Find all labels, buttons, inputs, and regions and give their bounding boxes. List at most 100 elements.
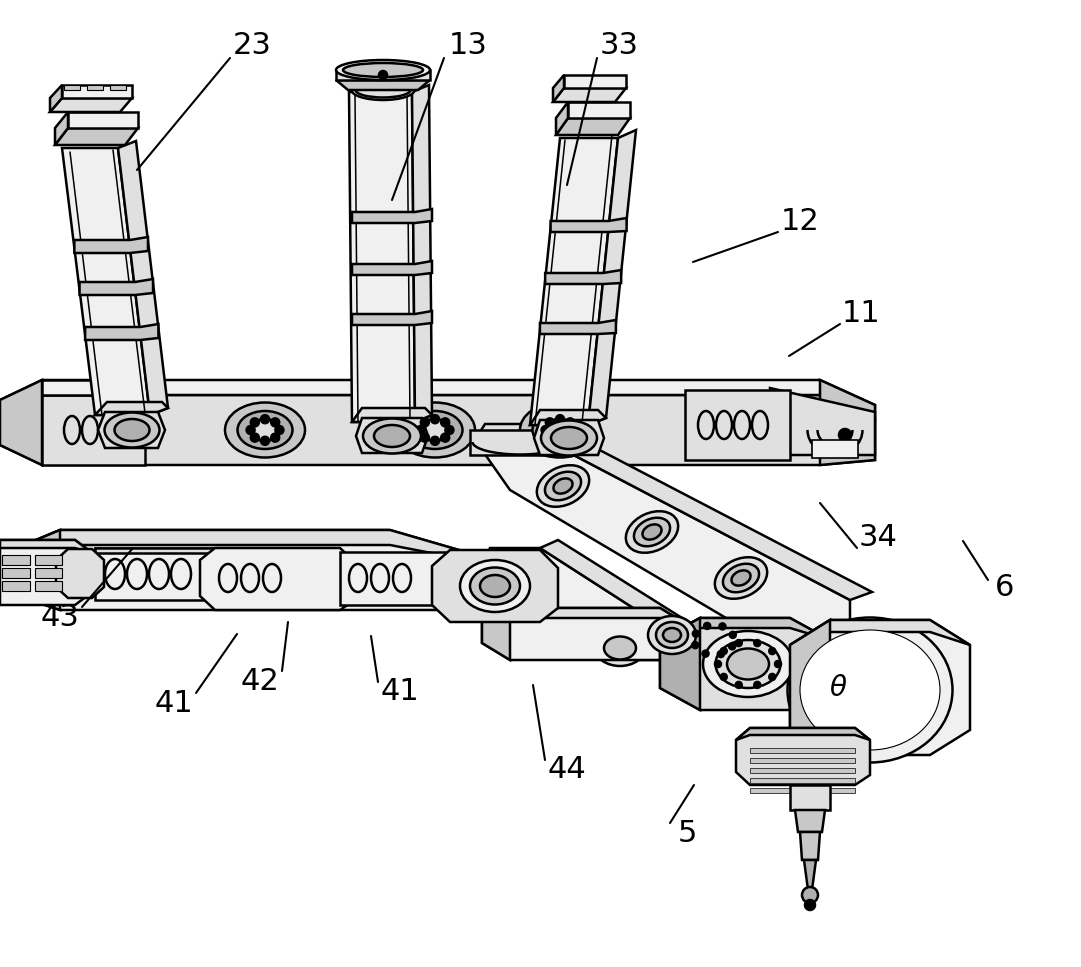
Polygon shape xyxy=(470,430,570,455)
Ellipse shape xyxy=(250,419,280,441)
Polygon shape xyxy=(540,540,698,638)
Polygon shape xyxy=(553,88,626,102)
Polygon shape xyxy=(55,128,138,145)
Polygon shape xyxy=(110,85,126,90)
Polygon shape xyxy=(685,390,790,460)
Polygon shape xyxy=(118,141,168,415)
Polygon shape xyxy=(35,568,62,578)
Circle shape xyxy=(421,419,429,426)
Ellipse shape xyxy=(648,616,696,654)
Text: 5: 5 xyxy=(678,818,696,847)
Polygon shape xyxy=(336,80,430,90)
Ellipse shape xyxy=(703,631,793,697)
Circle shape xyxy=(721,674,726,680)
Polygon shape xyxy=(475,424,565,440)
Text: 33: 33 xyxy=(600,32,639,61)
Polygon shape xyxy=(750,778,855,783)
Polygon shape xyxy=(770,388,875,455)
Circle shape xyxy=(571,426,578,434)
Polygon shape xyxy=(800,832,820,860)
Circle shape xyxy=(441,419,450,426)
Circle shape xyxy=(546,433,553,442)
Polygon shape xyxy=(85,324,159,340)
Ellipse shape xyxy=(356,82,411,98)
Text: 44: 44 xyxy=(548,755,586,784)
Polygon shape xyxy=(432,550,558,622)
Ellipse shape xyxy=(716,640,780,688)
Polygon shape xyxy=(736,728,870,740)
Circle shape xyxy=(556,437,564,445)
Polygon shape xyxy=(790,620,830,755)
Circle shape xyxy=(421,433,429,442)
Polygon shape xyxy=(568,102,630,118)
Ellipse shape xyxy=(663,628,681,642)
Circle shape xyxy=(261,437,269,445)
Polygon shape xyxy=(200,548,355,610)
Text: 41: 41 xyxy=(381,678,419,707)
Polygon shape xyxy=(35,555,62,565)
Ellipse shape xyxy=(723,564,759,592)
Polygon shape xyxy=(80,279,154,295)
Polygon shape xyxy=(98,412,165,448)
Circle shape xyxy=(556,415,564,424)
Circle shape xyxy=(271,433,279,442)
Ellipse shape xyxy=(633,517,670,546)
Polygon shape xyxy=(534,420,604,455)
Circle shape xyxy=(703,651,708,657)
Text: 23: 23 xyxy=(232,32,271,61)
Ellipse shape xyxy=(461,560,530,612)
Circle shape xyxy=(839,429,851,441)
Ellipse shape xyxy=(642,524,662,540)
Ellipse shape xyxy=(656,622,688,648)
Polygon shape xyxy=(95,548,215,600)
Polygon shape xyxy=(56,549,104,598)
Circle shape xyxy=(736,640,742,646)
Polygon shape xyxy=(64,85,80,90)
Ellipse shape xyxy=(336,60,430,80)
Circle shape xyxy=(730,631,736,638)
Ellipse shape xyxy=(553,479,573,493)
Circle shape xyxy=(755,640,760,646)
Ellipse shape xyxy=(800,630,940,750)
Polygon shape xyxy=(55,112,68,145)
Ellipse shape xyxy=(728,649,769,680)
Circle shape xyxy=(431,415,439,424)
Polygon shape xyxy=(480,548,680,660)
Polygon shape xyxy=(0,540,95,605)
Polygon shape xyxy=(550,218,627,232)
Polygon shape xyxy=(50,85,62,112)
Polygon shape xyxy=(352,209,432,223)
Polygon shape xyxy=(588,130,636,425)
Circle shape xyxy=(246,426,255,434)
Ellipse shape xyxy=(115,419,149,441)
Ellipse shape xyxy=(395,402,475,457)
Polygon shape xyxy=(750,758,855,763)
Ellipse shape xyxy=(343,63,423,77)
Text: 13: 13 xyxy=(449,32,488,61)
Text: 34: 34 xyxy=(858,523,897,552)
Circle shape xyxy=(441,433,450,442)
Circle shape xyxy=(445,426,453,434)
Polygon shape xyxy=(804,860,816,890)
Circle shape xyxy=(802,887,818,903)
Polygon shape xyxy=(812,440,858,458)
Circle shape xyxy=(770,674,775,680)
Circle shape xyxy=(251,419,258,426)
Ellipse shape xyxy=(351,80,414,100)
Polygon shape xyxy=(35,581,62,591)
Polygon shape xyxy=(482,608,688,660)
Polygon shape xyxy=(42,395,145,465)
Circle shape xyxy=(775,661,780,667)
Text: 11: 11 xyxy=(842,300,880,329)
Polygon shape xyxy=(42,380,145,395)
Polygon shape xyxy=(95,548,215,553)
Polygon shape xyxy=(556,102,568,135)
Polygon shape xyxy=(0,380,42,465)
Ellipse shape xyxy=(715,557,768,599)
Polygon shape xyxy=(750,788,855,793)
Text: 41: 41 xyxy=(155,689,193,718)
Polygon shape xyxy=(2,555,30,565)
Ellipse shape xyxy=(408,411,463,449)
Circle shape xyxy=(715,661,721,667)
Polygon shape xyxy=(75,237,148,253)
